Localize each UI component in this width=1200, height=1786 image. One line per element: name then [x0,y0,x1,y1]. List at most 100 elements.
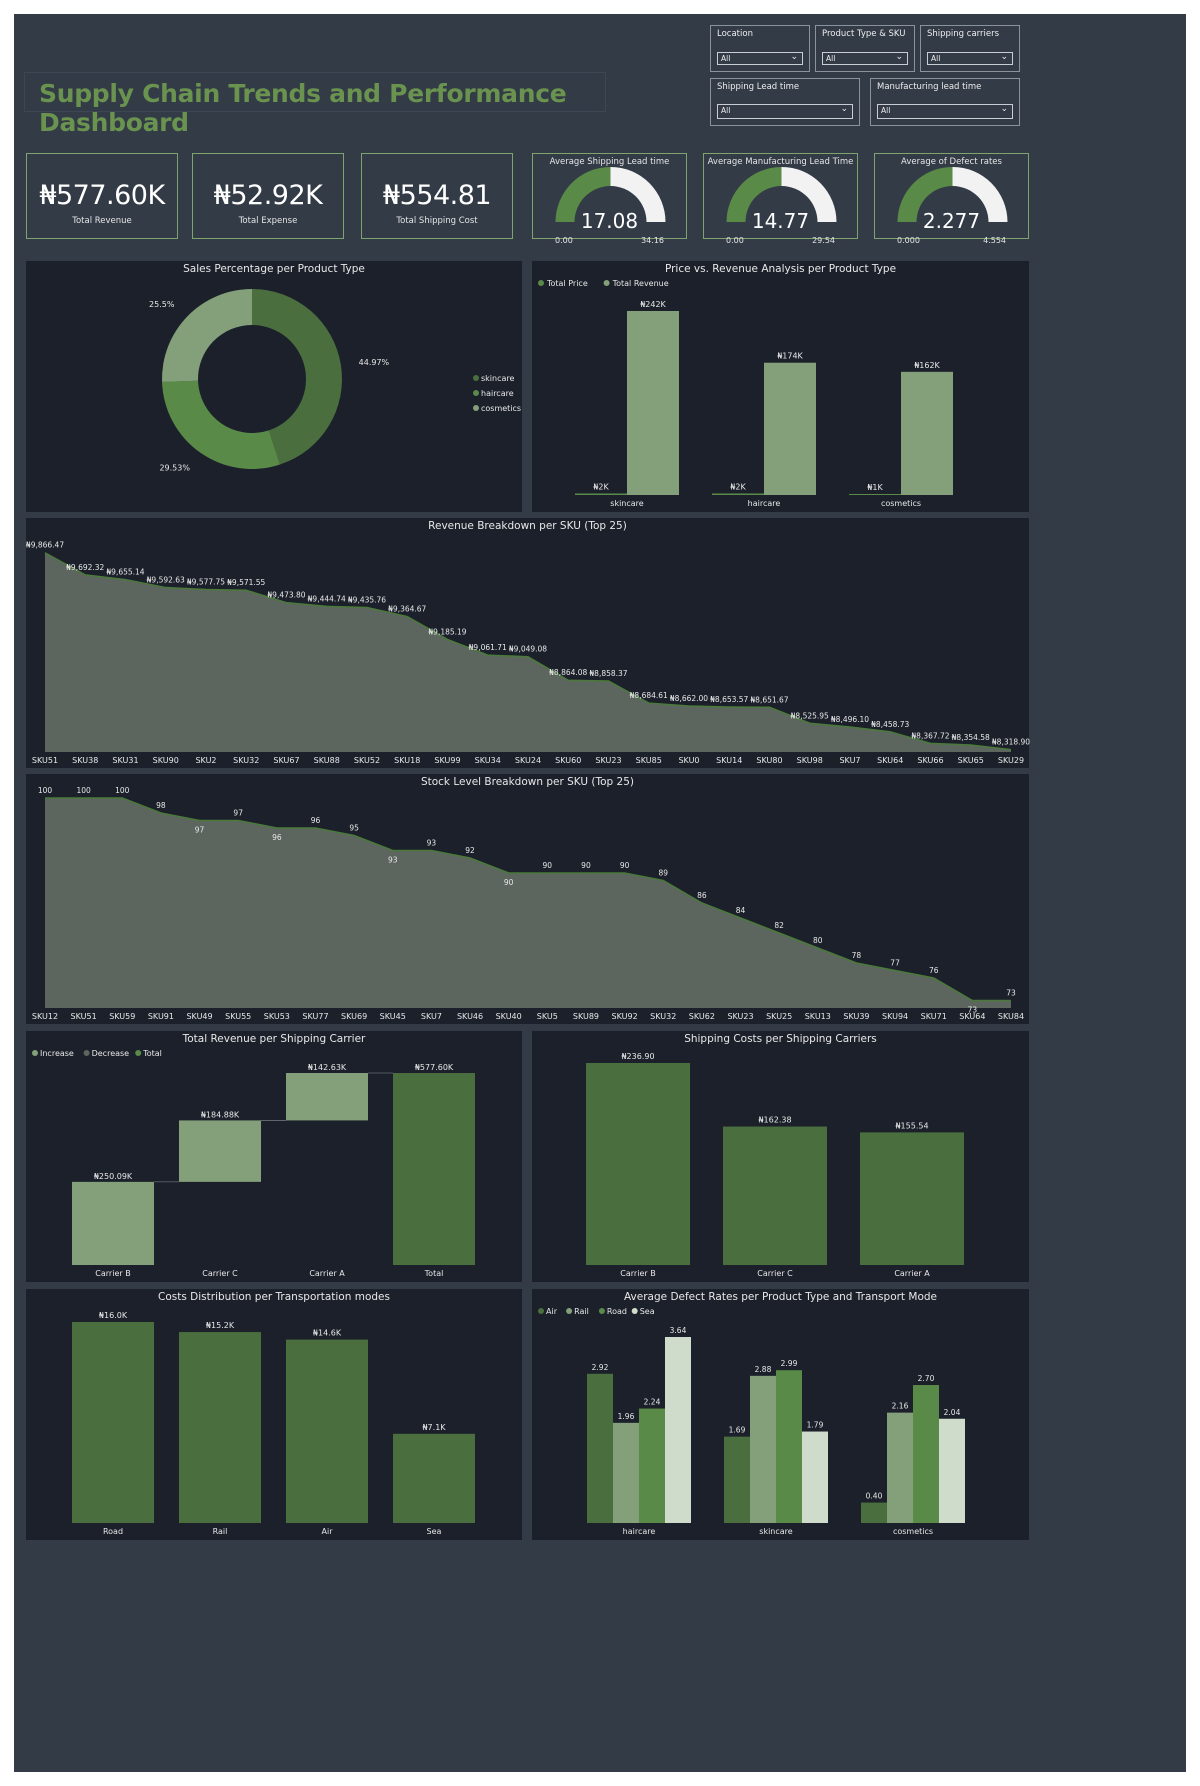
filter-manufacturing-lead-label: Manufacturing lead time [877,82,982,92]
point-data-label: 92 [465,846,475,855]
point-data-label: 73 [1006,989,1016,998]
point-data-label: ₦9,049.08 [509,645,547,654]
x-tick-label: SKU59 [109,1012,135,1021]
x-tick-label: SKU7 [421,1012,442,1021]
bar-data-label: ₦16.0K [99,1311,128,1320]
x-tick-label: SKU66 [917,756,943,765]
point-data-label: 90 [504,878,514,887]
filter-carriers-select[interactable]: All ⌄ [927,52,1013,65]
legend-label: Sea [640,1307,655,1316]
bar-data-label: ₦236.90 [621,1052,654,1061]
filter-product-type-sku[interactable]: Product Type & SKU All ⌄ [815,25,915,72]
bar-rail-haircare [613,1422,639,1523]
chart-title: Total Revenue per Shipping Carrier [182,1033,366,1045]
filter-location[interactable]: Location All ⌄ [710,25,810,72]
bar-data-label: 2.70 [918,1374,935,1383]
x-tick-label: Rail [213,1527,228,1536]
panel-stock-sku: Stock Level Breakdown per SKU (Top 25) 1… [26,774,1029,1024]
point-data-label: ₦8,858.37 [589,669,627,678]
x-tick-label: Carrier C [757,1269,793,1278]
filter-shipping-lead-time[interactable]: Shipping Lead time All ⌄ [710,78,860,126]
x-tick-label: SKU99 [434,756,460,765]
point-data-label: 98 [156,801,166,810]
area-line [45,797,1011,1002]
legend-dot [135,1050,142,1056]
filter-manufacturing-lead-select[interactable]: All ⌄ [877,104,1013,119]
x-tick-label: SKU53 [264,1012,290,1021]
panel-revenue-carrier: Total Revenue per Shipping Carrier Incre… [26,1031,522,1282]
gauge-max: 4.554 [983,236,1006,245]
dashboard-title-box: Supply Chain Trends and Performance Dash… [24,72,606,137]
gauge-title: Average Manufacturing Lead Time [707,157,854,167]
x-tick-label: SKU38 [72,756,98,765]
gauge-arc [726,167,837,222]
bar-road-skincare [776,1370,802,1523]
gauge-fill-arc [726,167,782,222]
x-tick-label: SKU51 [32,756,58,765]
kpi-label: Total Expense [238,216,298,226]
bar-data-label: 0.40 [866,1492,883,1501]
bar-total-price-cosmetics [849,494,901,495]
filter-shipping-carriers[interactable]: Shipping carriers All ⌄ [920,25,1020,72]
gauge-remaining-arc [952,167,1008,222]
filter-carriers-label: Shipping carriers [927,29,1000,39]
chart-title: Average Defect Rates per Product Type an… [623,1291,938,1303]
defect-rates-chart: Air Rail Road Sea 2.92 1.96 2.24 3.64 haircare 1.… [538,1307,965,1536]
filter-shipping-lead-label: Shipping Lead time [717,82,800,92]
x-tick-label: SKU40 [496,1012,522,1021]
x-tick-label: SKU91 [148,1012,174,1021]
point-data-label: 95 [349,824,359,833]
bar-carrier-c [723,1126,827,1265]
point-data-label: 82 [774,921,784,930]
gauge-fill-arc [555,167,611,222]
bar-data-label: 2.16 [892,1402,909,1411]
legend-label: Total Price [546,279,588,288]
filter-shipping-lead-value: All [721,106,731,115]
x-tick-label: SKU62 [689,1012,715,1021]
bar-data-label: ₦162K [914,361,940,370]
x-tick-label: SKU64 [959,1012,985,1021]
filter-manufacturing-lead-time[interactable]: Manufacturing lead time All ⌄ [870,78,1020,126]
filter-location-select[interactable]: All ⌄ [717,52,803,65]
revenue-carrier-chart: Increase Decrease Total ₦250.09K Carrier B ₦1… [32,1049,475,1278]
filter-product-select[interactable]: All ⌄ [822,52,908,65]
chevron-down-icon: ⌄ [895,52,903,62]
point-data-label: ₦8,318.90 [992,738,1030,747]
x-tick-label: SKU60 [555,756,581,765]
bar-data-label: 2.92 [592,1363,609,1372]
bar-data-label: 2.24 [644,1398,661,1407]
legend-label: Total Revenue [612,279,669,288]
x-tick-label: SKU34 [475,756,501,765]
gauge-arc [555,167,666,222]
chart-title: Stock Level Breakdown per SKU (Top 25) [420,776,635,788]
x-tick-label: cosmetics [893,1527,933,1536]
filter-shipping-lead-select[interactable]: All ⌄ [717,104,853,119]
gauge-max: 29.54 [812,236,835,245]
x-tick-label: SKU12 [32,1012,58,1021]
x-tick-label: SKU2 [195,756,216,765]
x-tick-label: SKU89 [573,1012,599,1021]
bar-data-label: ₦142.63K [308,1063,347,1072]
filter-location-value: All [721,54,731,63]
legend-dot [538,280,544,286]
chart-title: Shipping Costs per Shipping Carriers [684,1033,877,1045]
point-data-label: 90 [581,861,591,870]
point-data-label: ₦9,655.14 [106,568,144,577]
x-tick-label: Carrier B [95,1269,130,1278]
point-data-label: 93 [388,856,398,865]
bar-rail-cosmetics [887,1412,913,1523]
point-data-label: 86 [697,891,707,900]
panel-price-revenue: Price vs. Revenue Analysis per Product T… [532,261,1029,512]
bar-data-label: ₦162.38 [758,1116,791,1125]
x-tick-label: Total [424,1269,444,1278]
legend-dot [473,390,479,396]
point-data-label: ₦9,473.80 [267,591,305,600]
bar-road-cosmetics [913,1385,939,1523]
gauge-title: Average of Defect rates [901,157,1002,167]
x-tick-label: SKU46 [457,1012,483,1021]
gauge-value: 14.77 [751,209,810,233]
gauge-value: 2.277 [922,209,981,233]
point-data-label: 78 [852,951,862,960]
point-data-label: 77 [890,959,900,968]
kpi-label: Total Revenue [72,216,132,226]
